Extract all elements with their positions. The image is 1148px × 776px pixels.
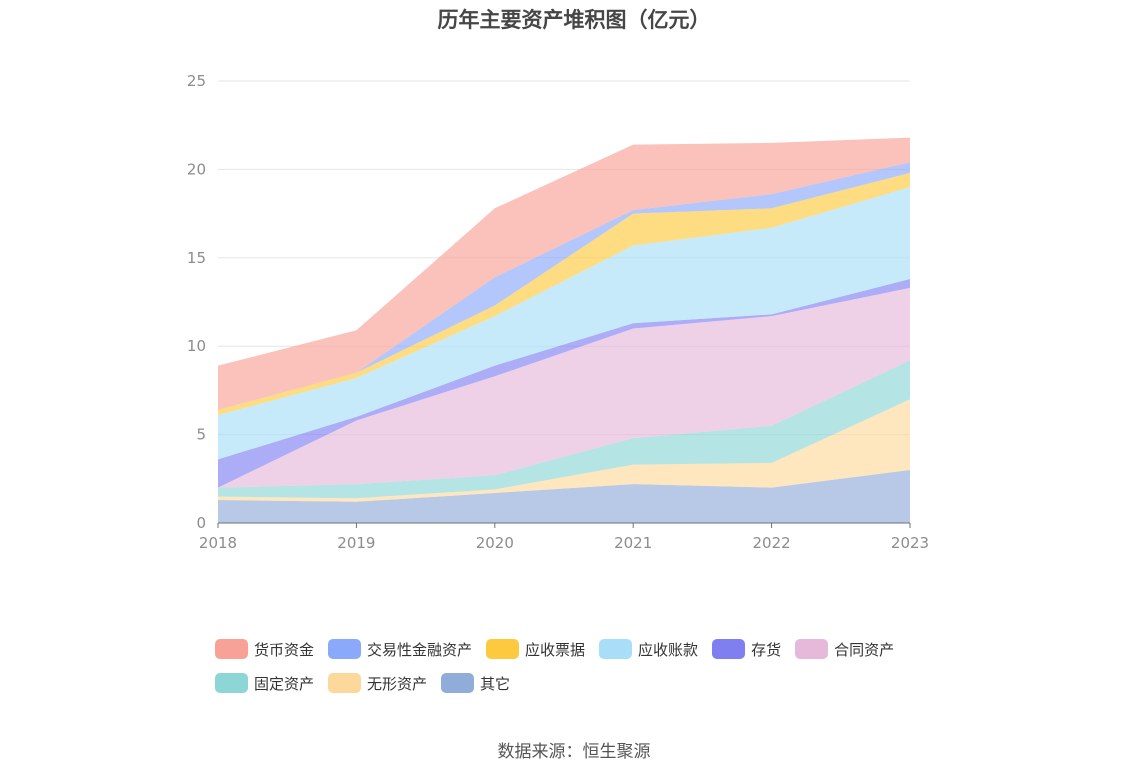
legend-swatch — [215, 673, 248, 693]
legend-swatch — [599, 639, 633, 659]
legend-swatch — [215, 639, 248, 659]
area-series — [218, 172, 910, 416]
area-series — [218, 469, 910, 523]
area-series — [218, 360, 910, 499]
legend-label: 其它 — [480, 674, 511, 693]
legend-item[interactable]: 其它 — [441, 672, 510, 694]
area-series — [218, 399, 910, 502]
data-source: 数据来源：恒生聚源 — [497, 742, 651, 762]
x-tick-label: 2022 — [753, 534, 791, 552]
x-tick-label: 2020 — [476, 534, 514, 552]
legend-item[interactable]: 应收票据 — [486, 638, 585, 660]
legend-item[interactable]: 固定资产 — [215, 672, 314, 694]
x-tick-label: 2021 — [614, 534, 652, 552]
x-tick-label: 2023 — [891, 534, 929, 552]
legend-label: 存货 — [751, 640, 782, 659]
legend-swatch — [328, 639, 362, 659]
y-tick-label: 10 — [187, 337, 206, 355]
legend-label: 货币资金 — [254, 640, 315, 659]
legend-item[interactable]: 合同资产 — [795, 638, 894, 660]
legend-item[interactable]: 存货 — [712, 638, 781, 660]
legend-item[interactable]: 应收账款 — [599, 638, 698, 660]
legend-label: 合同资产 — [834, 640, 895, 659]
area-series — [218, 162, 910, 410]
chart-title: 历年主要资产堆积图（亿元） — [437, 8, 711, 32]
area-series — [218, 287, 910, 488]
y-tick-label: 25 — [187, 72, 206, 90]
legend-item[interactable]: 货币资金 — [215, 638, 314, 660]
y-tick-label: 20 — [187, 160, 206, 178]
legend-swatch — [486, 639, 520, 659]
legend-item[interactable]: 交易性金融资产 — [328, 638, 472, 660]
legend-item[interactable]: 无形资产 — [328, 672, 427, 694]
area-series — [218, 137, 910, 410]
y-tick-label: 0 — [196, 514, 206, 532]
area-series — [218, 187, 910, 460]
x-tick-label: 2018 — [199, 534, 237, 552]
legend-label: 应收票据 — [525, 640, 586, 659]
legend-swatch — [795, 639, 829, 659]
legend-swatch — [328, 673, 362, 693]
legend-label: 应收账款 — [638, 640, 699, 659]
area-series — [218, 279, 910, 488]
legend: 货币资金 交易性金融资产 应收票据 应收账款 存货 合同资产固定资产 无形资产 其它 — [215, 638, 955, 694]
legend-label: 交易性金融资产 — [367, 640, 473, 659]
legend-label: 固定资产 — [254, 674, 315, 693]
legend-swatch — [441, 673, 475, 693]
x-tick-label: 2019 — [337, 534, 375, 552]
legend-swatch — [712, 639, 746, 659]
y-tick-label: 15 — [187, 249, 206, 267]
y-tick-label: 5 — [196, 426, 206, 444]
legend-label: 无形资产 — [367, 674, 428, 693]
